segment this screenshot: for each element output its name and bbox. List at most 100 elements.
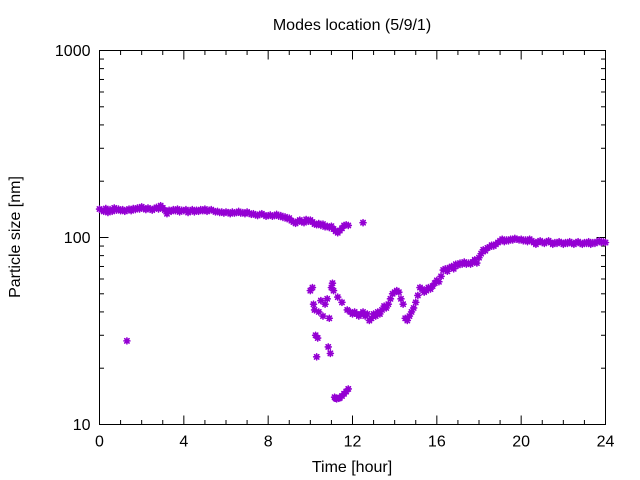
data-point <box>333 293 342 301</box>
data-point <box>534 237 542 246</box>
data-point <box>108 207 116 216</box>
data-point <box>163 209 171 218</box>
data-point <box>363 310 372 318</box>
data-point <box>519 237 528 245</box>
data-point <box>502 236 511 244</box>
data-point <box>399 300 407 308</box>
data-point <box>555 237 563 246</box>
data-point <box>123 337 131 345</box>
y-tick-label: 10 <box>73 417 91 434</box>
data-point <box>397 295 405 303</box>
data-point <box>325 314 334 323</box>
data-point <box>511 234 519 243</box>
x-tick-label: 0 <box>95 434 104 451</box>
data-point <box>593 237 601 246</box>
data-point <box>403 316 412 325</box>
data-point <box>437 272 445 281</box>
data-point <box>161 206 169 214</box>
data-point <box>435 277 443 286</box>
data-point <box>344 385 353 393</box>
data-point <box>515 236 523 244</box>
data-point <box>371 312 380 320</box>
x-tick-label: 4 <box>179 434 188 451</box>
x-tick-label: 16 <box>428 434 446 451</box>
data-point <box>344 221 353 230</box>
data-point <box>422 286 431 295</box>
data-point <box>506 235 515 243</box>
data-point <box>384 300 393 308</box>
data-point <box>382 304 391 312</box>
data-point <box>572 238 580 247</box>
data-point <box>479 245 488 254</box>
data-point <box>312 353 321 361</box>
axis-ticks <box>99 50 606 425</box>
data-point <box>538 238 547 247</box>
data-point <box>359 218 367 227</box>
data-point <box>513 235 521 243</box>
data-point <box>314 308 323 316</box>
data-point <box>411 298 420 307</box>
data-point <box>418 285 426 293</box>
data-point <box>367 314 376 323</box>
data-point <box>338 298 346 307</box>
axis-tick-labels: 0 4 8 12 16 20 24 10 100 1000 <box>55 43 615 451</box>
data-point <box>576 239 584 248</box>
data-point <box>477 249 485 258</box>
y-axis-label: Particle size [nm] <box>7 176 24 298</box>
data-point <box>378 306 386 314</box>
data-point <box>443 267 452 276</box>
data-point <box>405 312 414 320</box>
data-point <box>327 283 336 292</box>
data-point <box>310 306 319 314</box>
data-point <box>300 218 308 227</box>
data-point <box>601 238 610 247</box>
data-point <box>154 205 163 213</box>
data-point <box>470 255 479 264</box>
x-tick-label: 12 <box>344 434 362 451</box>
data-point <box>597 238 606 247</box>
data-point <box>426 285 435 293</box>
data-point <box>313 334 322 342</box>
data-point <box>395 288 403 296</box>
x-tick-label: 20 <box>512 434 530 451</box>
data-point <box>309 300 318 308</box>
data-point <box>323 295 331 303</box>
data-point <box>473 259 481 267</box>
data-point <box>599 237 608 246</box>
data-point <box>376 310 384 318</box>
data-point <box>308 283 317 292</box>
data-points <box>95 201 610 403</box>
x-tick-label: 8 <box>264 434 273 451</box>
data-point <box>449 265 458 273</box>
data-point <box>414 291 422 300</box>
data-point <box>475 253 483 262</box>
data-point <box>409 304 418 312</box>
data-point <box>542 237 551 246</box>
data-point <box>487 241 496 249</box>
x-axis-label: Time [hour] <box>312 459 392 476</box>
data-point <box>324 343 333 351</box>
data-point <box>589 238 597 247</box>
data-point <box>407 308 416 316</box>
data-point <box>483 244 492 252</box>
data-point <box>359 308 367 316</box>
x-tick-label: 24 <box>597 434 615 451</box>
data-point <box>328 279 337 287</box>
data-point <box>306 286 315 295</box>
data-point <box>326 349 335 358</box>
data-point <box>102 204 110 213</box>
y-tick-label: 1000 <box>55 43 91 60</box>
data-point <box>321 300 329 308</box>
chart-title: Modes location (5/9/1) <box>273 17 431 34</box>
data-point <box>561 238 570 247</box>
data-point <box>580 238 589 247</box>
data-point <box>317 296 325 305</box>
data-point <box>551 238 559 247</box>
data-point <box>319 312 327 320</box>
y-tick-label: 100 <box>64 230 91 247</box>
data-point <box>386 295 395 303</box>
data-point <box>329 286 338 295</box>
data-point <box>567 239 576 248</box>
data-point <box>343 306 352 314</box>
